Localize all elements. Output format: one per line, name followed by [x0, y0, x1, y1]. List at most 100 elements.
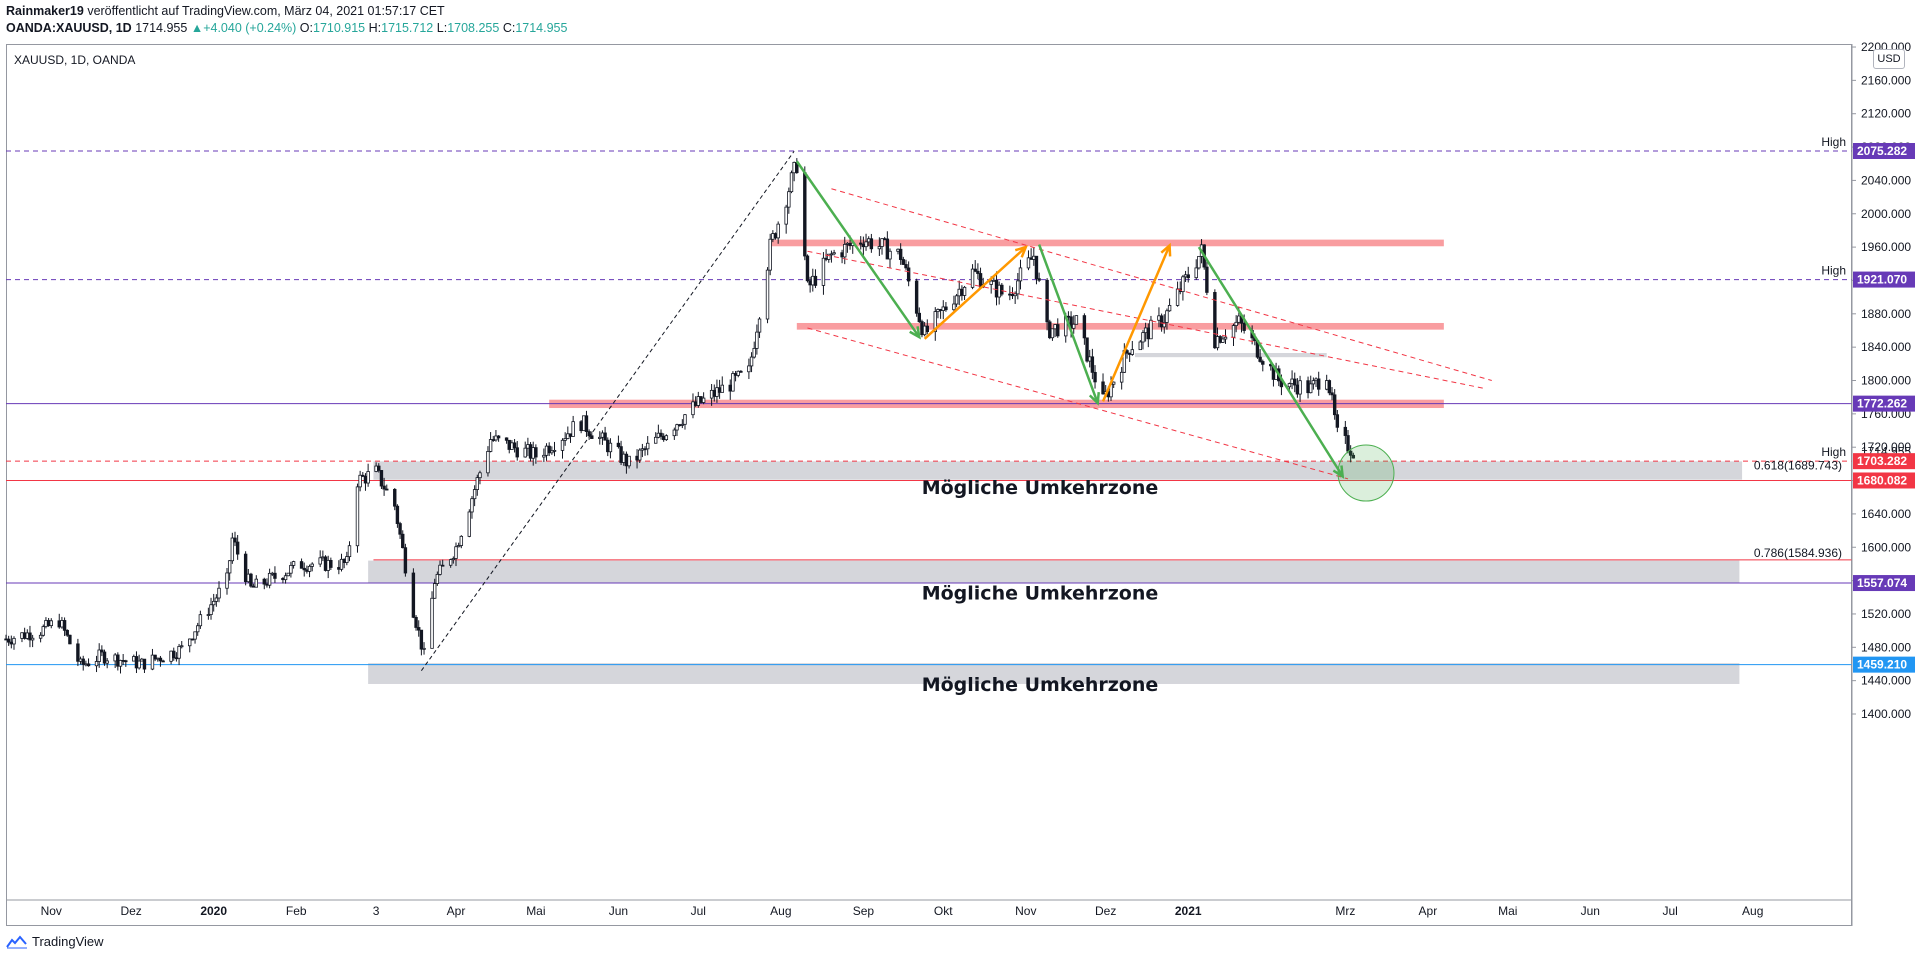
- candle-down: [824, 257, 828, 260]
- x-tick-label: Mai: [526, 904, 545, 918]
- candle-up: [1194, 267, 1198, 279]
- publish-text: veröffentlicht auf TradingView.com, März…: [87, 4, 445, 18]
- candle-down: [323, 556, 328, 571]
- candle-up: [422, 647, 426, 650]
- price-tag: [1853, 472, 1915, 489]
- candle-up: [230, 537, 235, 562]
- candle-up: [267, 572, 272, 586]
- candle-down: [507, 439, 511, 450]
- candle-down: [976, 270, 980, 274]
- candle-down: [1330, 392, 1334, 396]
- red_dash-trendline: [831, 188, 1492, 381]
- candle-down: [547, 445, 551, 454]
- candle-up: [563, 438, 567, 441]
- candle-down: [161, 660, 165, 663]
- candle-up: [1138, 341, 1143, 351]
- candle-up: [821, 257, 826, 286]
- high-label: High: [1821, 135, 1846, 149]
- y-tick-label: 1520.000: [1861, 607, 1911, 621]
- candle-down: [606, 439, 610, 453]
- candle-down: [882, 238, 887, 241]
- candle-down: [1213, 292, 1217, 349]
- candle-down: [914, 280, 919, 314]
- candle-up: [731, 373, 735, 392]
- candle-down: [1327, 380, 1332, 394]
- close-value: 1714.955: [515, 21, 568, 35]
- pane-label: XAUUSD, 1D, OANDA: [14, 53, 136, 67]
- candle-up: [1314, 378, 1318, 382]
- candle-down: [643, 448, 647, 451]
- candle-up: [954, 295, 959, 305]
- candle-up: [355, 486, 360, 547]
- candle-up: [438, 564, 442, 575]
- high-label: High: [1821, 445, 1846, 459]
- tradingview-brand[interactable]: TradingView: [6, 934, 104, 949]
- candle-up: [1231, 325, 1236, 338]
- candle-down: [496, 435, 501, 439]
- candle-down: [1085, 337, 1089, 362]
- y-tick-label: 1640.000: [1861, 507, 1911, 521]
- candle-up: [776, 223, 780, 239]
- candle-up: [696, 396, 700, 406]
- candle-down: [1317, 378, 1321, 390]
- candle-up: [523, 447, 527, 458]
- candle-up: [675, 424, 679, 431]
- candle-up: [196, 625, 200, 633]
- candle-up: [156, 657, 160, 660]
- candle-up: [206, 614, 211, 616]
- open-value: 1710.915: [313, 21, 366, 35]
- candle-down: [337, 567, 341, 570]
- candle-down: [728, 384, 732, 392]
- candle-up: [1215, 336, 1220, 349]
- candle-down: [76, 643, 80, 662]
- low-label: L:: [436, 21, 448, 35]
- candle-up: [448, 559, 453, 566]
- candle-up: [97, 649, 101, 662]
- x-tick-label: Mai: [1498, 904, 1517, 918]
- candle-down: [174, 657, 179, 660]
- candle-up: [225, 572, 229, 589]
- price-tag: [1853, 271, 1915, 288]
- reversal-zone-label: Mögliche Umkehrzone: [922, 674, 1159, 696]
- candle-up: [992, 279, 996, 282]
- x-tick-label: Nov: [41, 904, 62, 918]
- candle-up: [787, 191, 791, 208]
- candle-up: [94, 661, 99, 667]
- currency-button[interactable]: USD: [1873, 49, 1905, 69]
- candle-up: [326, 559, 330, 571]
- candle-down: [403, 547, 408, 574]
- red_dash-trendline: [807, 250, 1487, 390]
- candle-up: [877, 246, 882, 250]
- price-tag-label: 1557.074: [1857, 576, 1907, 590]
- candle-up: [531, 447, 535, 459]
- price-tag: [1853, 395, 1915, 412]
- candle-up: [1311, 380, 1316, 385]
- candle-up: [118, 659, 123, 667]
- candle-down: [9, 641, 14, 645]
- candle-down: [342, 558, 346, 563]
- candle-down: [1348, 450, 1353, 456]
- candle-up: [1221, 338, 1225, 343]
- candle-down: [717, 387, 722, 393]
- author-name[interactable]: Rainmaker19: [6, 4, 84, 18]
- candle-up: [1143, 327, 1148, 334]
- symbol-label[interactable]: OANDA:XAUUSD, 1D: [6, 21, 132, 35]
- candle-down: [978, 273, 983, 288]
- y-tick-label: 1400.000: [1861, 707, 1911, 721]
- candle-up: [1016, 280, 1020, 295]
- reversal-zone-band: [373, 461, 1743, 480]
- candle-up: [598, 436, 602, 439]
- candle-down: [1205, 266, 1209, 293]
- candle-down: [6, 638, 11, 643]
- candle-down: [1010, 293, 1015, 297]
- candle-up: [1053, 324, 1057, 330]
- candle-up: [896, 248, 900, 252]
- candle-up: [510, 442, 514, 450]
- candle-up: [552, 449, 557, 452]
- candle-up: [771, 233, 775, 240]
- x-tick-label: 3: [373, 904, 380, 918]
- candle-down: [590, 435, 594, 439]
- candle-up: [936, 309, 940, 313]
- candle-down: [1343, 426, 1348, 436]
